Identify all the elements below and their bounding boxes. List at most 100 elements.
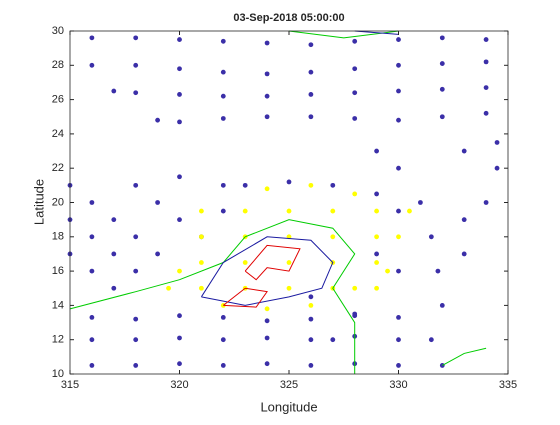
y-axis-label: Latitude <box>31 179 46 225</box>
scatter-point <box>428 337 434 343</box>
x-tick-label: 335 <box>499 379 517 391</box>
scatter-point <box>483 110 489 116</box>
scatter-point <box>133 268 139 274</box>
scatter-point <box>89 35 95 41</box>
scatter-point <box>199 285 204 291</box>
scatter-point <box>89 200 95 205</box>
scatter-point <box>396 208 401 214</box>
scatter-point <box>396 88 401 94</box>
scatter-point <box>330 234 336 240</box>
scatter-point <box>155 251 161 257</box>
scatter-point <box>177 174 182 180</box>
scatter-point <box>133 337 139 343</box>
scatter-point <box>155 200 161 205</box>
contour-line <box>222 244 301 308</box>
scatter-point <box>264 186 270 192</box>
scatter-point <box>435 268 441 274</box>
scatter-point <box>220 116 226 121</box>
scatter-point <box>439 114 445 120</box>
scatter-point <box>374 148 379 154</box>
y-tick-label: 20 <box>52 196 64 208</box>
scatter-point <box>308 337 314 343</box>
scatter-point <box>89 337 95 343</box>
scatter-point <box>308 182 314 188</box>
scatter-point <box>242 260 248 265</box>
scatter-point <box>133 90 139 96</box>
scatter-point <box>220 363 226 368</box>
scatter-point <box>220 315 226 320</box>
x-tick-label: 315 <box>61 379 79 391</box>
scatter-point <box>407 208 412 214</box>
x-tick-label: 330 <box>389 379 407 391</box>
y-tick-label: 24 <box>52 128 64 140</box>
y-tick-label: 14 <box>52 299 64 311</box>
scatter-point <box>439 61 445 66</box>
scatter-point <box>396 37 401 42</box>
scatter-point <box>199 260 204 265</box>
scatter-point <box>111 285 117 291</box>
scatter-point <box>494 140 500 145</box>
scatter-point <box>396 234 401 240</box>
scatter-point <box>264 335 270 341</box>
scatter-point <box>286 260 292 265</box>
scatter-point <box>374 191 379 197</box>
scatter-point <box>177 66 182 72</box>
scatter-point <box>155 117 161 123</box>
scatter-point <box>286 179 292 185</box>
y-tick-label: 12 <box>52 334 64 346</box>
chart-title: 03-Sep-2018 05:00:00 <box>233 12 344 24</box>
scatter-point <box>308 294 314 300</box>
y-tick-label: 22 <box>52 162 64 174</box>
scatter-point <box>352 191 358 197</box>
scatter-point <box>308 303 314 308</box>
scatter-point <box>352 66 358 72</box>
scatter-point <box>483 200 489 205</box>
scatter-point <box>396 363 401 368</box>
scatter-point <box>352 285 358 291</box>
x-axis-label: Longitude <box>260 399 317 414</box>
y-tick-label: 18 <box>52 231 64 243</box>
scatter-point <box>396 337 401 343</box>
x-tick-label: 320 <box>170 379 188 391</box>
scatter-point <box>111 88 117 94</box>
scatter-point <box>308 69 314 75</box>
scatter-point <box>89 268 95 274</box>
scatter-point <box>133 182 139 188</box>
scatter-point <box>461 217 467 223</box>
scatter-point <box>220 337 226 343</box>
scatter-point <box>352 90 358 96</box>
scatter-point <box>352 116 358 121</box>
scatter-point <box>199 208 204 214</box>
scatter-point <box>330 182 336 188</box>
scatter-point <box>264 318 270 324</box>
scatter-point <box>199 234 204 240</box>
scatter-point <box>352 311 358 317</box>
scatter-point <box>439 86 445 92</box>
y-tick-label: 28 <box>52 59 64 71</box>
y-tick-label: 10 <box>52 368 64 380</box>
scatter-point <box>89 315 95 320</box>
scatter-point <box>374 234 379 240</box>
x-tick-label: 325 <box>280 379 298 391</box>
scatter-point <box>242 208 248 214</box>
scatter-point <box>166 285 171 291</box>
scatter-point <box>483 85 489 90</box>
scatter-point <box>264 93 270 99</box>
scatter-point <box>396 62 401 68</box>
scatter-point <box>242 182 248 188</box>
scatter-point <box>439 303 445 308</box>
scatter-point <box>396 268 401 274</box>
scatter-point <box>133 234 139 240</box>
scatter-point <box>220 38 226 44</box>
scatter-point <box>177 335 182 341</box>
scatter-point <box>177 361 182 367</box>
scatter-point <box>439 35 445 41</box>
scatter-point <box>330 337 336 343</box>
scatter-point <box>308 114 314 120</box>
scatter-point <box>428 234 434 240</box>
scatter-point <box>286 285 292 291</box>
scatter-point <box>264 306 270 312</box>
scatter-point <box>111 251 117 257</box>
